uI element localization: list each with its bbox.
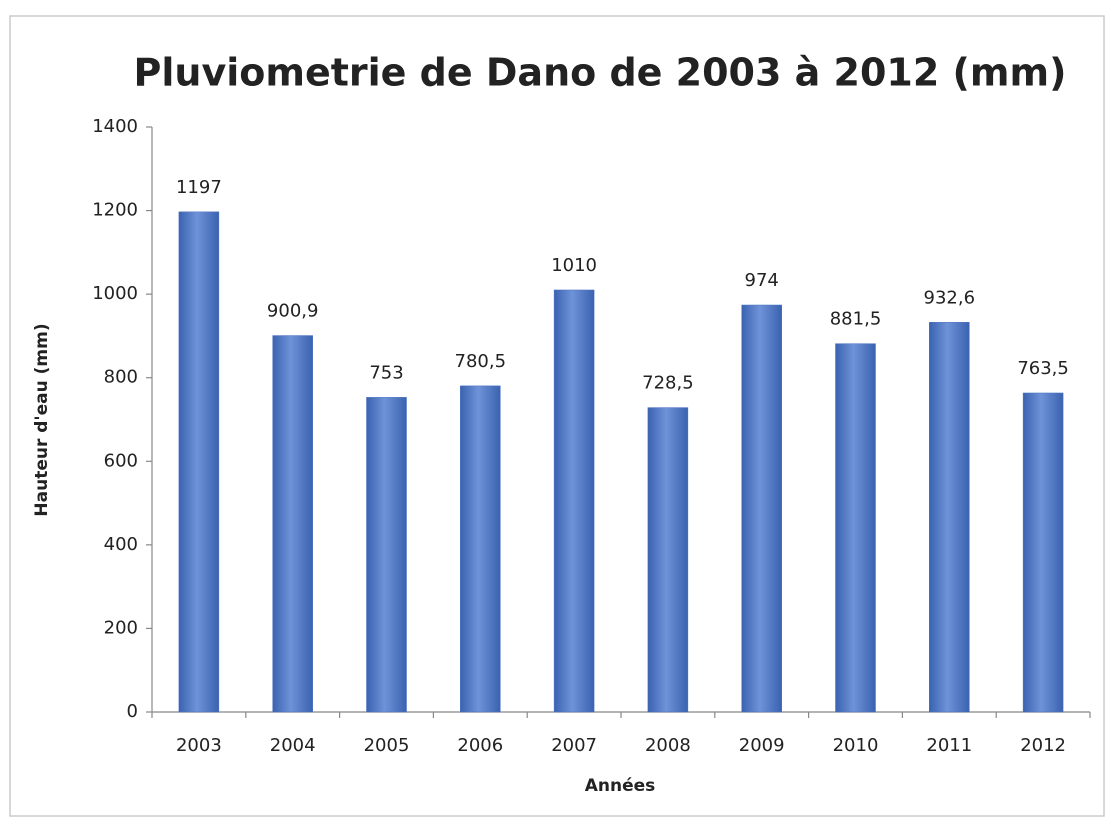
x-tick-label: 2004 <box>270 735 316 756</box>
bar <box>647 407 689 713</box>
y-tick-label: 200 <box>104 617 138 638</box>
bar <box>835 343 876 713</box>
y-tick-label: 1400 <box>92 116 138 137</box>
bar <box>1022 392 1064 713</box>
y-tick-label: 1200 <box>92 200 138 221</box>
bar <box>178 211 220 713</box>
bar <box>460 385 501 713</box>
bar <box>366 397 407 713</box>
data-label: 1010 <box>551 255 597 276</box>
x-tick-label: 2012 <box>1020 735 1066 756</box>
chart-title: Pluviometrie de Dano de 2003 à 2012 (mm) <box>134 51 1067 95</box>
data-label: 974 <box>745 270 779 291</box>
y-tick-label: 600 <box>104 450 138 471</box>
data-label: 728,5 <box>642 373 694 394</box>
data-label: 780,5 <box>455 351 507 372</box>
data-label: 753 <box>369 362 403 383</box>
bar <box>553 289 595 713</box>
y-tick-label: 1000 <box>92 283 138 304</box>
data-label: 763,5 <box>1017 358 1069 379</box>
data-label: 932,6 <box>924 287 976 308</box>
x-tick-label: 2007 <box>551 735 597 756</box>
y-tick-label: 800 <box>104 367 138 388</box>
data-label: 900,9 <box>267 301 319 322</box>
x-tick-label: 2011 <box>926 735 972 756</box>
y-axis-label: Hauteur d'eau (mm) <box>32 323 52 516</box>
bar <box>929 322 970 713</box>
x-tick-label: 2010 <box>833 735 879 756</box>
x-tick-label: 2008 <box>645 735 691 756</box>
y-tick-label: 0 <box>127 701 138 722</box>
x-tick-label: 2009 <box>739 735 785 756</box>
bar <box>272 335 313 713</box>
data-label: 881,5 <box>830 309 882 330</box>
y-tick-label: 400 <box>104 534 138 555</box>
x-tick-label: 2006 <box>457 735 503 756</box>
x-tick-label: 2005 <box>364 735 410 756</box>
data-label: 1197 <box>176 177 222 198</box>
x-axis-label: Années <box>585 776 656 796</box>
bar <box>741 304 782 713</box>
x-tick-label: 2003 <box>176 735 222 756</box>
